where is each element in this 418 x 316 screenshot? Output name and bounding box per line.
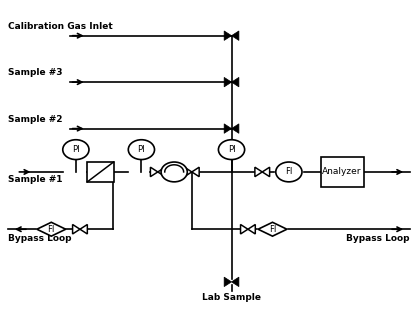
Polygon shape [262, 167, 270, 177]
Polygon shape [232, 77, 239, 87]
Text: PI: PI [228, 145, 235, 154]
Polygon shape [255, 167, 262, 177]
Polygon shape [80, 224, 87, 234]
Text: Lab Sample: Lab Sample [202, 293, 261, 302]
Polygon shape [224, 31, 232, 40]
Text: FI: FI [48, 225, 55, 234]
Polygon shape [150, 167, 158, 177]
Polygon shape [232, 124, 239, 133]
Polygon shape [73, 224, 80, 234]
Text: FI: FI [285, 167, 293, 176]
Polygon shape [158, 167, 165, 177]
Text: Bypass Loop: Bypass Loop [8, 234, 72, 243]
Text: FI: FI [269, 225, 276, 234]
Text: Sample #2: Sample #2 [8, 115, 63, 124]
Polygon shape [224, 77, 232, 87]
Polygon shape [224, 277, 232, 287]
Bar [87, 162, 114, 182]
Polygon shape [184, 167, 192, 177]
Text: PI: PI [138, 145, 145, 154]
Polygon shape [240, 224, 248, 234]
Circle shape [276, 162, 302, 182]
Circle shape [161, 162, 187, 182]
Text: Sample #1: Sample #1 [8, 175, 63, 184]
Polygon shape [192, 167, 199, 177]
Polygon shape [37, 222, 66, 236]
Text: Bypass Loop: Bypass Loop [346, 234, 410, 243]
Text: Sample #3: Sample #3 [8, 69, 63, 77]
Circle shape [63, 140, 89, 160]
Polygon shape [224, 124, 232, 133]
Circle shape [128, 140, 155, 160]
Bar [321, 157, 364, 187]
Text: PI: PI [72, 145, 80, 154]
Polygon shape [232, 31, 239, 40]
Text: Calibration Gas Inlet: Calibration Gas Inlet [8, 22, 113, 31]
Polygon shape [232, 277, 239, 287]
Polygon shape [248, 224, 255, 234]
Text: Analyzer: Analyzer [322, 167, 362, 176]
Circle shape [219, 140, 245, 160]
Polygon shape [258, 222, 287, 236]
